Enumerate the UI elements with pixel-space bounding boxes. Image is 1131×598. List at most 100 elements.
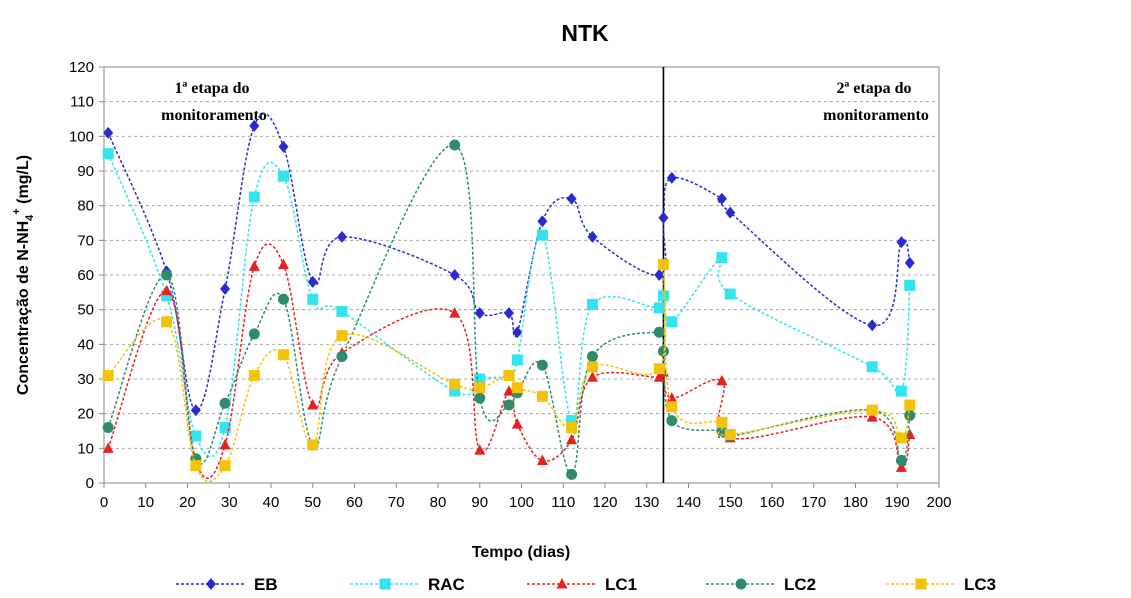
- data-point-eb: [566, 192, 577, 205]
- series-lc3: [102, 259, 916, 483]
- data-point-lc3: [666, 401, 678, 413]
- data-point-lc3: [219, 460, 231, 472]
- y-tick-label: 0: [86, 475, 94, 492]
- data-point-rac: [161, 290, 173, 302]
- data-point-lc2: [248, 328, 260, 340]
- data-point-lc2: [536, 359, 548, 371]
- legend-label-eb: EB: [254, 575, 278, 594]
- data-point-lc1: [586, 371, 598, 382]
- data-point-lc3: [724, 428, 736, 440]
- data-point-lc1: [666, 392, 678, 403]
- series-eb: [103, 112, 915, 417]
- data-point-eb: [449, 269, 460, 281]
- y-tick-label: 70: [77, 232, 94, 249]
- data-point-lc3: [536, 390, 548, 402]
- stage-2-annotation-line-1: 2ª etapa do: [836, 80, 911, 97]
- data-point-lc3: [248, 370, 260, 382]
- data-point-lc3: [190, 460, 202, 472]
- data-point-lc2: [474, 392, 486, 404]
- data-point-lc1: [895, 461, 907, 472]
- x-tick-label: 190: [885, 494, 910, 511]
- data-point-lc2: [449, 139, 461, 151]
- data-point-lc2: [219, 397, 231, 409]
- data-point-lc3: [904, 399, 916, 411]
- legend-label-lc1: LC1: [605, 575, 637, 594]
- data-point-rac: [716, 252, 728, 264]
- data-point-rac: [336, 305, 348, 317]
- data-point-lc3: [895, 432, 907, 444]
- data-point-lc2: [653, 326, 665, 338]
- data-point-rac: [102, 148, 114, 160]
- data-point-lc2: [657, 345, 669, 357]
- data-point-lc3: [449, 378, 461, 390]
- x-tick-label: 100: [509, 494, 534, 511]
- y-tick-label: 30: [77, 371, 94, 388]
- data-point-eb: [658, 211, 669, 224]
- x-tick-label: 30: [221, 494, 238, 511]
- data-point-eb: [725, 206, 736, 219]
- x-axis-label: Tempo (dias): [472, 544, 570, 561]
- x-tick-label: 10: [137, 494, 154, 511]
- data-point-lc3: [566, 422, 578, 434]
- data-point-lc2: [161, 269, 173, 281]
- x-tick-label: 60: [346, 494, 363, 511]
- data-point-eb: [190, 404, 201, 417]
- stage-1-annotation-line-2: monitoramento: [161, 107, 267, 124]
- legend-label-lc2: LC2: [784, 575, 816, 594]
- data-point-lc1: [503, 385, 515, 396]
- data-point-lc2: [586, 350, 598, 362]
- x-tick-label: 80: [430, 494, 447, 511]
- y-tick-label: 50: [77, 302, 94, 319]
- data-point-eb: [512, 326, 523, 339]
- data-point-lc1: [307, 399, 319, 410]
- y-tick-label: 90: [77, 163, 94, 180]
- y-tick-label: 20: [77, 406, 94, 423]
- data-point-lc1: [102, 442, 114, 453]
- stage-1-annotation-line-1: 1ª etapa do: [174, 80, 249, 97]
- data-point-eb: [336, 230, 347, 243]
- data-point-eb: [278, 140, 289, 153]
- x-tick-label: 40: [263, 494, 280, 511]
- x-tick-label: 110: [551, 494, 575, 511]
- data-point-lc1: [716, 374, 728, 386]
- data-point-lc2: [336, 350, 348, 362]
- data-point-lc1: [511, 418, 523, 429]
- data-point-rac: [219, 422, 231, 434]
- data-point-lc2: [102, 422, 114, 434]
- series-eb-line: [107, 112, 911, 411]
- legend-label-lc3: LC3: [964, 575, 996, 594]
- y-tick-label: 100: [69, 128, 94, 145]
- y-axis-tick-labels: 0 10 20 30 40 50 60 70 80 90 100 110 120: [69, 59, 104, 492]
- data-point-eb: [537, 215, 548, 228]
- stage-2-annotation-line-2: monitoramento: [823, 107, 929, 124]
- y-axis-label: Concentração de N-NH4+ (mg/L): [11, 155, 36, 395]
- data-point-lc2: [566, 468, 578, 480]
- legend-marker-rac: [379, 578, 391, 590]
- data-point-lc3: [716, 416, 728, 428]
- data-point-lc2: [904, 409, 916, 421]
- x-tick-label: 20: [179, 494, 196, 511]
- x-tick-label: 50: [304, 494, 321, 511]
- data-point-lc1: [278, 258, 290, 270]
- data-point-lc3: [657, 259, 669, 271]
- data-point-eb: [666, 171, 677, 184]
- legend-marker-lc3: [915, 578, 927, 590]
- data-point-rac: [895, 385, 907, 397]
- x-tick-label: 70: [388, 494, 405, 511]
- data-point-eb: [587, 230, 598, 243]
- data-point-lc3: [307, 439, 319, 451]
- data-point-eb: [474, 307, 485, 320]
- data-point-rac: [657, 290, 669, 302]
- x-tick-label: 0: [100, 494, 108, 511]
- data-point-lc1: [474, 444, 486, 455]
- stage-2-annotation: 2ª etapa do monitoramento: [823, 80, 929, 124]
- data-point-rac: [724, 288, 736, 300]
- y-tick-label: 60: [77, 267, 94, 284]
- data-point-lc3: [866, 404, 878, 416]
- x-tick-label: 180: [843, 494, 868, 511]
- series-rac: [102, 148, 916, 458]
- y-tick-label: 120: [69, 59, 94, 76]
- data-point-lc2: [895, 454, 907, 466]
- x-tick-label: 130: [634, 494, 659, 511]
